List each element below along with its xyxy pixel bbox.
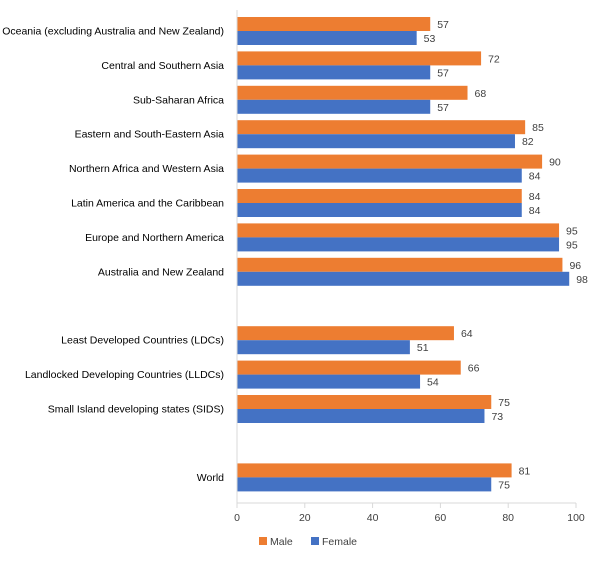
category-label-small-island-developing-states-sids: Small Island developing states (SIDS) [48,404,224,416]
x-tick-label-100: 100 [567,512,585,524]
bar-male-europe-and-northern-america [237,223,560,238]
category-label-central-and-southern-asia: Central and Southern Asia [101,60,224,72]
value-label-male-eastern-and-south-eastern-asia: 85 [532,122,544,134]
value-label-female-sub-saharan-africa: 57 [437,102,449,114]
value-label-female-northern-africa-and-western-asia: 84 [529,171,541,183]
value-label-male-central-and-southern-asia: 72 [488,53,500,65]
value-label-female-landlocked-developing-countries-lldcs: 54 [427,377,439,389]
value-label-male-oceania-excluding-australia-and-new-zealand: 57 [437,19,449,31]
bar-male-eastern-and-south-eastern-asia [237,120,526,135]
bar-female-eastern-and-south-eastern-asia [237,134,515,149]
bar-female-oceania-excluding-australia-and-new-zealand [237,31,417,45]
legend-swatch-female [311,537,319,545]
value-label-male-latin-america-and-the-caribbean: 84 [529,191,541,203]
bar-male-landlocked-developing-countries-lldcs [237,360,461,375]
x-tick-label-80: 80 [502,512,514,524]
bar-male-australia-and-new-zealand [237,257,563,272]
bar-female-northern-africa-and-western-asia [237,168,522,183]
value-label-female-australia-and-new-zealand: 98 [576,274,588,286]
x-tick-label-0: 0 [234,512,240,524]
value-label-male-sub-saharan-africa: 68 [475,88,487,100]
bars-layer [237,17,570,492]
bar-female-central-and-southern-asia [237,65,431,80]
bar-female-least-developed-countries-ldcs [237,340,410,355]
value-label-male-world: 81 [519,465,531,477]
value-label-male-least-developed-countries-ldcs: 64 [461,328,473,340]
value-labels-layer: 5753725768578582908484849595969864516654… [417,19,588,491]
value-label-male-landlocked-developing-countries-lldcs: 66 [468,363,480,375]
bar-female-europe-and-northern-america [237,237,560,252]
x-tick-label-40: 40 [367,512,379,524]
bar-male-small-island-developing-states-sids [237,395,492,409]
category-label-northern-africa-and-western-asia: Northern Africa and Western Asia [69,163,224,175]
value-label-female-least-developed-countries-ldcs: 51 [417,342,429,354]
value-label-female-europe-and-northern-america: 95 [566,239,578,251]
category-label-world: World [197,472,224,484]
bar-female-world [237,477,492,492]
value-label-female-central-and-southern-asia: 57 [437,67,449,79]
legend-label-male: Male [270,536,293,548]
bar-female-latin-america-and-the-caribbean [237,203,522,217]
bar-male-northern-africa-and-western-asia [237,154,543,169]
category-label-landlocked-developing-countries-lldcs: Landlocked Developing Countries (LLDCs) [25,369,224,381]
value-label-female-latin-america-and-the-caribbean: 84 [529,205,541,217]
value-label-male-northern-africa-and-western-asia: 90 [549,157,561,169]
value-label-female-small-island-developing-states-sids: 73 [491,411,503,423]
legend-swatch-male [259,537,267,545]
bar-female-sub-saharan-africa [237,99,431,114]
legend: Male Female [259,536,357,548]
category-label-sub-saharan-africa: Sub-Saharan Africa [133,94,224,106]
x-tick-label-60: 60 [435,512,447,524]
legend-label-female: Female [322,536,357,548]
category-label-europe-and-northern-america: Europe and Northern America [85,232,224,244]
bar-female-landlocked-developing-countries-lldcs [237,374,421,389]
category-labels-layer: Oceania (excluding Australia and New Zea… [2,26,224,484]
x-axis: 0 20 40 60 80 100 [234,10,585,524]
value-label-male-australia-and-new-zealand: 96 [569,260,581,272]
value-label-female-world: 75 [498,479,510,491]
category-label-australia-and-new-zealand: Australia and New Zealand [98,266,224,278]
bar-male-central-and-southern-asia [237,51,482,66]
category-label-latin-america-and-the-caribbean: Latin America and the Caribbean [71,198,224,210]
category-label-eastern-and-south-eastern-asia: Eastern and South-Eastern Asia [75,129,225,141]
value-label-male-small-island-developing-states-sids: 75 [498,397,510,409]
value-label-male-europe-and-northern-america: 95 [566,225,578,237]
bar-male-world [237,463,512,478]
bar-male-sub-saharan-africa [237,85,468,100]
x-tick-label-20: 20 [299,512,311,524]
category-label-least-developed-countries-ldcs: Least Developed Countries (LDCs) [61,335,224,347]
bar-female-small-island-developing-states-sids [237,409,485,423]
bar-male-oceania-excluding-australia-and-new-zealand [237,17,431,31]
value-label-female-eastern-and-south-eastern-asia: 82 [522,136,534,148]
bar-male-latin-america-and-the-caribbean [237,189,522,203]
bar-female-australia-and-new-zealand [237,271,570,286]
category-label-oceania-excluding-australia-and-new-zealand: Oceania (excluding Australia and New Zea… [2,26,224,38]
value-label-female-oceania-excluding-australia-and-new-zealand: 53 [424,33,436,45]
bar-male-least-developed-countries-ldcs [237,326,454,341]
